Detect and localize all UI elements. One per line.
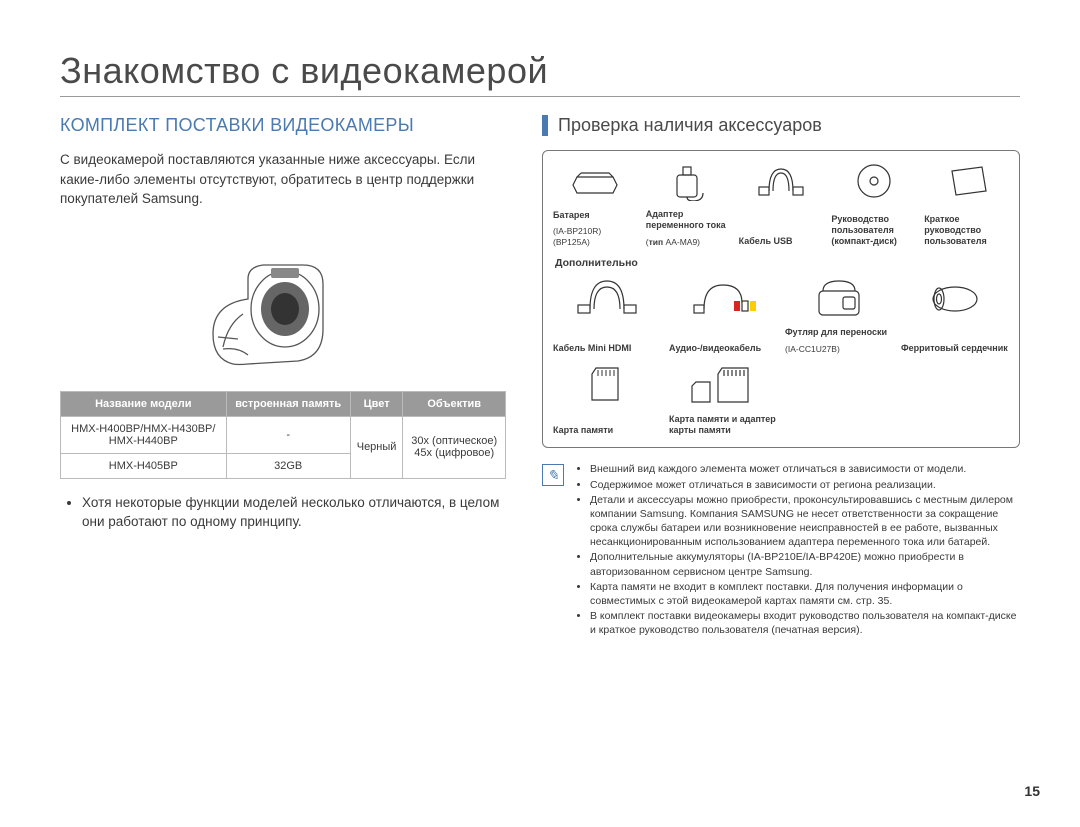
acc-ferrite-label: Ферритовый сердечник xyxy=(901,343,1009,354)
cell-mem-1: - xyxy=(226,416,350,453)
page-number: 15 xyxy=(1024,783,1040,799)
acc-guide-label: Краткое руководство пользователя xyxy=(924,214,1009,246)
ac-adapter-icon xyxy=(663,161,713,201)
cell-mem-2: 32GB xyxy=(226,453,350,478)
cd-icon xyxy=(849,161,899,201)
carrying-case-icon xyxy=(809,275,869,319)
th-model: Название модели xyxy=(61,391,227,416)
acc-row-2: Кабель Mini HDMI Аудио-/видеокабель Футл… xyxy=(553,275,1009,354)
intro-text: С видеокамерой поставляются указанные ни… xyxy=(60,150,506,209)
cell-lens: 30x (оптическое)45x (цифровое) xyxy=(403,416,506,478)
left-bullet-1: Хотя некоторые функции моделей несколько… xyxy=(82,493,506,532)
th-memory: встроенная память xyxy=(226,391,350,416)
note-6: В комплект поставки видеокамеры входит р… xyxy=(590,609,1020,637)
acc-battery xyxy=(553,161,638,205)
acc-ferrite xyxy=(901,275,1009,323)
acc-case xyxy=(785,275,893,323)
page-title: Знакомство с видеокамерой xyxy=(60,50,1020,92)
quick-guide-icon xyxy=(942,161,992,201)
battery-icon xyxy=(565,161,625,201)
acc-hdmi-label: Кабель Mini HDMI xyxy=(553,343,661,354)
acc-usb-label: Кабель USB xyxy=(739,236,824,247)
acc-case-label: Футляр для переноски(IA-CC1U27B) xyxy=(785,327,893,354)
acc-cd-label: Руководство пользователя (компакт-диск) xyxy=(831,214,916,246)
acc-sd-label: Карта памяти xyxy=(553,425,661,436)
cell-color: Черный xyxy=(350,416,403,478)
cell-model-2: HMX-H405BP xyxy=(61,453,227,478)
note-2: Содержимое может отличаться в зависимост… xyxy=(590,478,1020,492)
acc-case-sub: (IA-CC1U27B) xyxy=(785,344,893,354)
note-icon: ✎ xyxy=(542,464,564,486)
acc-battery-label: Батарея(IA-BP210R)(BP125A) xyxy=(553,210,638,247)
model-table: Название модели встроенная память Цвет О… xyxy=(60,391,506,479)
acc-adapter xyxy=(646,161,731,205)
note-5: Карта памяти не входит в комплект постав… xyxy=(590,580,1020,608)
hdmi-cable-icon xyxy=(572,275,642,319)
note-4: Дополнительные аккумуляторы (IA-BP210E/I… xyxy=(590,550,1020,578)
acc-cd xyxy=(831,161,916,205)
left-bullets: Хотя некоторые функции моделей несколько… xyxy=(60,493,506,532)
left-heading: КОМПЛЕКТ ПОСТАВКИ ВИДЕОКАМЕРЫ xyxy=(60,115,506,136)
right-heading: Проверка наличия аксессуаров xyxy=(542,115,1020,136)
acc-av xyxy=(669,275,777,323)
notes-list: Внешний вид каждого элемента может отлич… xyxy=(574,462,1020,638)
acc-row-3: Карта памяти Карта памяти и адаптер карт… xyxy=(553,362,1009,436)
acc-adapter-sub: (тип AA-MA9) xyxy=(646,237,731,247)
note-1: Внешний вид каждого элемента может отлич… xyxy=(590,462,1020,476)
acc-guide xyxy=(924,161,1009,205)
content-columns: КОМПЛЕКТ ПОСТАВКИ ВИДЕОКАМЕРЫ С видеокам… xyxy=(60,115,1020,638)
th-lens: Объектив xyxy=(403,391,506,416)
accessories-box: Батарея(IA-BP210R)(BP125A) Адаптер перем… xyxy=(542,150,1020,448)
notes-block: ✎ Внешний вид каждого элемента может отл… xyxy=(542,462,1020,638)
acc-battery-sub: (IA-BP210R)(BP125A) xyxy=(553,226,638,246)
sd-card-icon xyxy=(582,362,632,406)
th-color: Цвет xyxy=(350,391,403,416)
acc-usb xyxy=(739,161,824,205)
acc-adapter-label: Адаптер переменного тока(тип AA-MA9) xyxy=(646,209,731,247)
acc-av-label: Аудио-/видеокабель xyxy=(669,343,777,354)
sd-adapter-icon xyxy=(688,362,758,406)
camcorder-illustration-icon xyxy=(193,229,373,379)
optional-subheader: Дополнительно xyxy=(555,257,1009,269)
av-cable-icon xyxy=(688,275,758,319)
right-column: Проверка наличия аксессуаров xyxy=(542,115,1020,638)
acc-sd xyxy=(553,362,661,410)
cell-model-1: HMX-H400BP/HMX-H430BP/HMX-H440BP xyxy=(61,416,227,453)
note-3: Детали и аксессуары можно приобрести, пр… xyxy=(590,493,1020,550)
title-rule xyxy=(60,96,1020,97)
ferrite-core-icon xyxy=(925,275,985,319)
acc-row-1: Батарея(IA-BP210R)(BP125A) Адаптер перем… xyxy=(553,161,1009,247)
left-column: КОМПЛЕКТ ПОСТАВКИ ВИДЕОКАМЕРЫ С видеокам… xyxy=(60,115,506,638)
acc-sd-adapter-label: Карта памяти и адаптер карты памяти xyxy=(669,414,777,436)
acc-hdmi xyxy=(553,275,661,323)
acc-sd-adapter xyxy=(669,362,777,410)
usb-cable-icon xyxy=(751,161,811,201)
